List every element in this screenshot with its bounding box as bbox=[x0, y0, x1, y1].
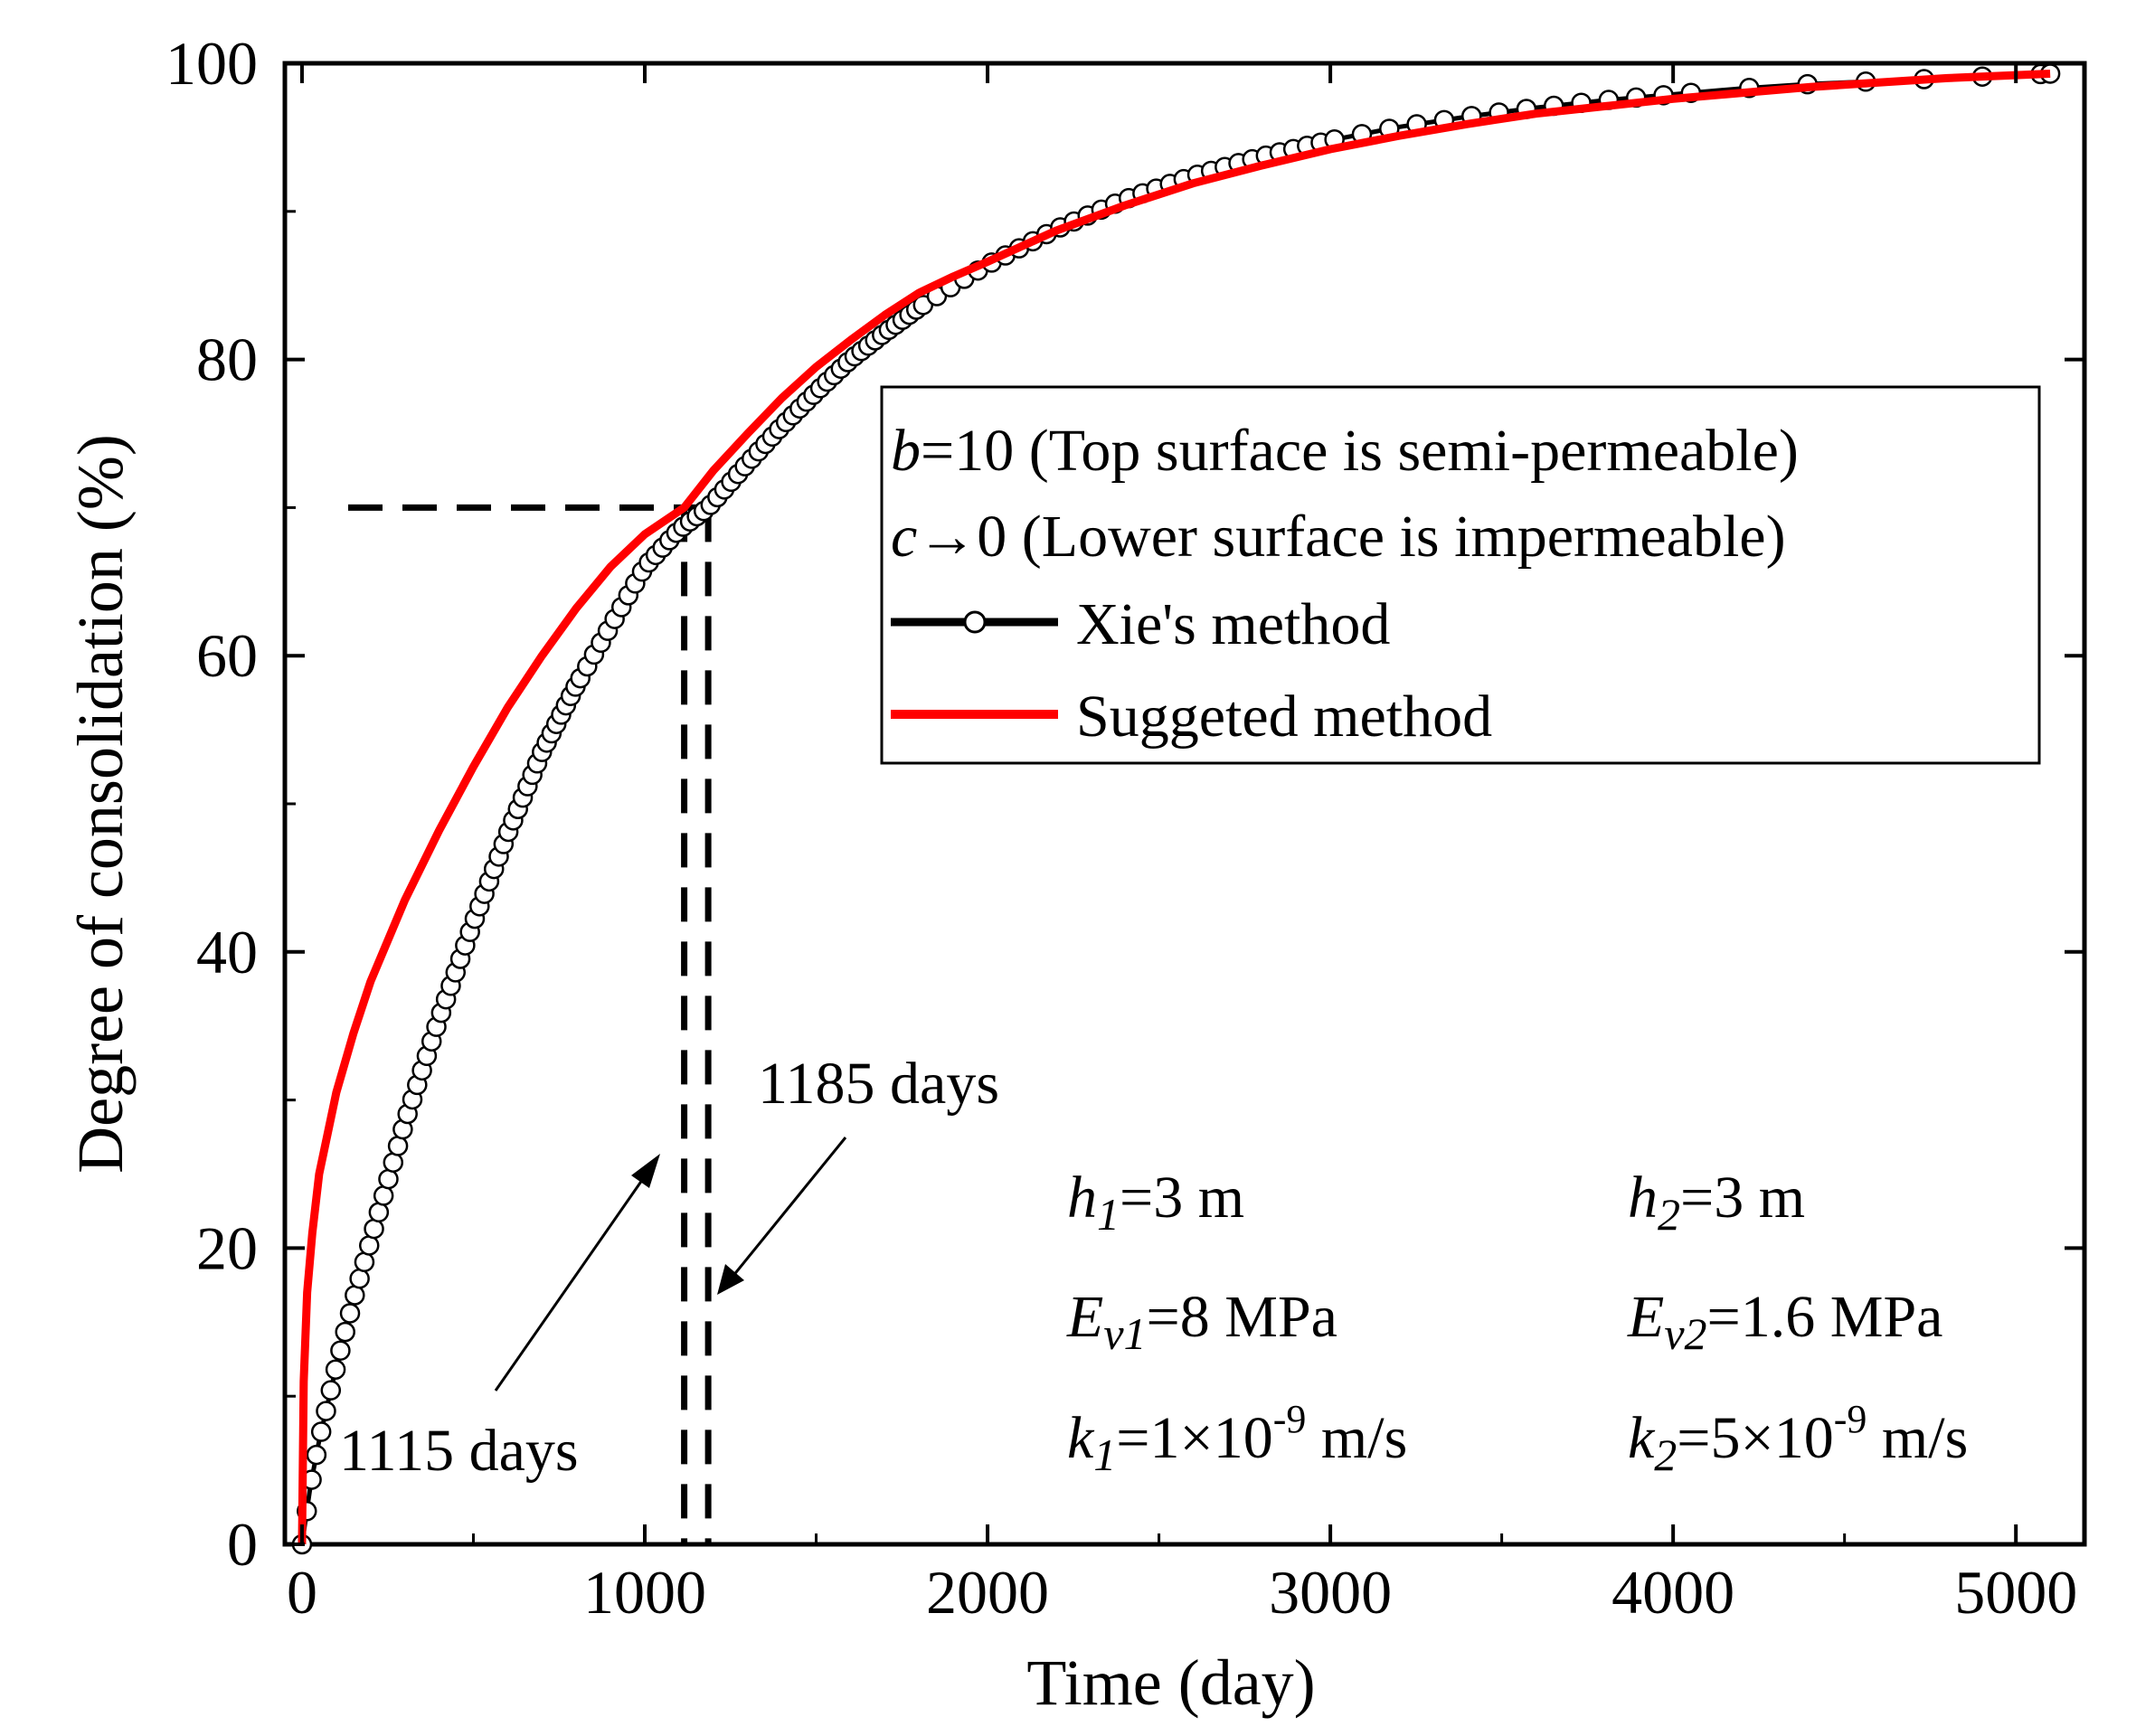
param-ev1-value: =8 MPa bbox=[1147, 1284, 1337, 1350]
y-tick-label-5: 100 bbox=[165, 29, 258, 98]
legend-header-var-2: c bbox=[891, 504, 917, 570]
y-tick-label-2: 40 bbox=[196, 918, 258, 986]
x-axis-title: Time (day) bbox=[1026, 1646, 1315, 1719]
y-tick-label-0: 0 bbox=[227, 1510, 258, 1579]
param-ev2-value: =1.6 MPa bbox=[1707, 1284, 1943, 1350]
y-tick-label-4: 80 bbox=[196, 326, 258, 394]
legend-header-var-1: b bbox=[891, 418, 921, 484]
x-tick-label-1: 1000 bbox=[583, 1558, 706, 1627]
param-k1-var: k bbox=[1067, 1405, 1095, 1471]
annotation-1115-days: 1115 days bbox=[339, 1418, 579, 1484]
param-ev1-sub: v1 bbox=[1103, 1308, 1146, 1359]
param-k2: k2=5×10-9 m/s bbox=[1628, 1397, 1968, 1480]
xie-point-8 bbox=[330, 1340, 351, 1361]
param-h1-value: =3 m bbox=[1120, 1165, 1244, 1231]
legend-label-xie: Xie's method bbox=[1076, 591, 1390, 657]
legend-header-line-1: b=10 (Top surface is semi-permeable) bbox=[891, 418, 1799, 484]
arrowhead-1185-days bbox=[717, 1264, 744, 1295]
axis-tick-labels: 0 1000 2000 3000 4000 5000 0 20 40 60 80 100 bbox=[165, 29, 2077, 1627]
param-k1: k1=1×10-9 m/s bbox=[1067, 1397, 1407, 1480]
param-h2-var: h bbox=[1628, 1165, 1658, 1231]
xie-point-18 bbox=[378, 1168, 399, 1190]
param-h1: h1=3 m bbox=[1067, 1165, 1244, 1240]
xie-point-17 bbox=[373, 1185, 394, 1206]
xie-point-10 bbox=[339, 1303, 361, 1324]
param-h1-sub: 1 bbox=[1097, 1189, 1120, 1240]
param-ev2-sub: v2 bbox=[1664, 1308, 1706, 1359]
y-tick-label-1: 20 bbox=[196, 1213, 258, 1282]
annotations: 1115 days 1185 days bbox=[339, 1051, 999, 1484]
param-ev2: Ev2=1.6 MPa bbox=[1627, 1284, 1942, 1359]
param-k1-value: =1×10 bbox=[1116, 1405, 1272, 1471]
arrow-1115-days bbox=[494, 1173, 648, 1392]
xie-point-15 bbox=[364, 1218, 384, 1240]
legend-header-text-1: =10 (Top surface is semi-permeable) bbox=[921, 418, 1799, 484]
xie-point-9 bbox=[335, 1321, 355, 1343]
param-k2-var: k bbox=[1628, 1405, 1656, 1471]
arrowhead-1115-days bbox=[631, 1154, 660, 1188]
x-tick-label-2: 2000 bbox=[926, 1558, 1049, 1627]
param-h2: h2=3 m bbox=[1628, 1165, 1805, 1240]
axis-ticks bbox=[285, 61, 2084, 1546]
legend: b=10 (Top surface is semi-permeable) c→0… bbox=[880, 385, 2041, 765]
reference-lines bbox=[348, 504, 712, 1544]
xie-point-5 bbox=[316, 1401, 336, 1421]
param-k2-exp: -9 bbox=[1834, 1397, 1867, 1441]
xie-point-11 bbox=[345, 1285, 365, 1306]
param-k1-unit: m/s bbox=[1306, 1405, 1407, 1471]
annotation-1185-days: 1185 days bbox=[758, 1051, 999, 1117]
param-k2-unit: m/s bbox=[1867, 1405, 1968, 1471]
x-tick-label-4: 4000 bbox=[1612, 1558, 1734, 1627]
x-tick-label-0: 0 bbox=[287, 1558, 317, 1627]
legend-header-line-2: c→0 (Lower surface is impermeable) bbox=[891, 504, 1786, 570]
series-suggeted-method bbox=[298, 69, 2051, 1545]
param-k1-exp: -9 bbox=[1273, 1397, 1307, 1441]
param-k1-sub: 1 bbox=[1093, 1429, 1116, 1480]
xie-point-14 bbox=[358, 1235, 380, 1256]
y-tick-label-3: 60 bbox=[196, 621, 258, 690]
xie-point-12 bbox=[349, 1268, 370, 1289]
xie-point-19 bbox=[383, 1152, 404, 1173]
suggeted-line bbox=[298, 69, 2051, 1545]
xie-point-20 bbox=[387, 1136, 409, 1156]
param-ev1: Ev1=8 MPa bbox=[1066, 1284, 1337, 1359]
legend-marker-xie bbox=[963, 610, 987, 634]
xie-point-3 bbox=[306, 1444, 327, 1466]
y-axis-title: Degree of consolidation (%) bbox=[64, 434, 137, 1174]
legend-label-suggeted: Suggeted method bbox=[1076, 684, 1492, 750]
param-h2-value: =3 m bbox=[1680, 1165, 1805, 1231]
legend-box bbox=[880, 385, 2041, 765]
xie-point-4 bbox=[310, 1421, 332, 1442]
parameters: h1=3 m h2=3 m Ev1=8 MPa Ev2=1.6 MPa k1=1… bbox=[1066, 1165, 1968, 1480]
param-ev2-var: E bbox=[1627, 1284, 1664, 1350]
arrow-1185-days bbox=[731, 1137, 847, 1278]
xie-point-6 bbox=[320, 1380, 342, 1401]
param-k2-sub: 2 bbox=[1654, 1429, 1677, 1480]
xie-point-16 bbox=[368, 1202, 390, 1223]
x-tick-label-5: 5000 bbox=[1954, 1558, 2077, 1627]
param-h2-sub: 2 bbox=[1658, 1189, 1680, 1240]
x-tick-label-3: 3000 bbox=[1269, 1558, 1392, 1627]
legend-header-text-2: →0 (Lower surface is impermeable) bbox=[917, 504, 1785, 570]
param-ev1-var: E bbox=[1066, 1284, 1103, 1350]
param-k2-value: =5×10 bbox=[1677, 1405, 1833, 1471]
xie-point-13 bbox=[354, 1251, 375, 1273]
xie-point-7 bbox=[325, 1359, 346, 1380]
param-h1-var: h bbox=[1067, 1165, 1097, 1231]
